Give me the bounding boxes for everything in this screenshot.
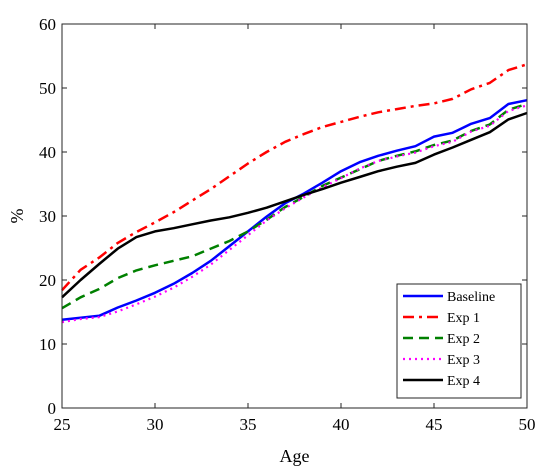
series-line-exp-1 bbox=[61, 63, 528, 292]
series-line-exp-4 bbox=[61, 111, 528, 299]
x-tick-label: 35 bbox=[240, 415, 257, 434]
x-tick-label: 50 bbox=[519, 415, 536, 434]
legend-label: Exp 2 bbox=[447, 332, 480, 347]
y-tick-label: 30 bbox=[39, 207, 56, 226]
x-axis-label: Age bbox=[280, 446, 310, 466]
series-line-exp-2 bbox=[61, 102, 528, 310]
x-tick-label: 30 bbox=[147, 415, 164, 434]
series-line-exp-3 bbox=[61, 104, 528, 324]
y-tick-label: 40 bbox=[39, 143, 56, 162]
y-tick-label: 0 bbox=[48, 399, 57, 418]
legend-label: Exp 4 bbox=[447, 374, 480, 389]
y-tick-label: 20 bbox=[39, 271, 56, 290]
legend: Baseline Exp 1 Exp 2 Exp 3 Exp 4 bbox=[396, 283, 522, 399]
y-axis-ticks: 0 10 20 30 40 50 60 bbox=[39, 15, 527, 418]
x-tick-label: 45 bbox=[426, 415, 443, 434]
series-layer bbox=[61, 63, 528, 324]
x-tick-label: 25 bbox=[54, 415, 71, 434]
y-tick-label: 50 bbox=[39, 79, 56, 98]
legend-label: Exp 1 bbox=[447, 311, 480, 326]
legend-label: Baseline bbox=[447, 290, 495, 305]
legend-label: Exp 3 bbox=[447, 353, 480, 368]
y-axis-label: % bbox=[7, 209, 27, 224]
y-tick-label: 60 bbox=[39, 15, 56, 34]
y-tick-label: 10 bbox=[39, 335, 56, 354]
x-axis-ticks: 25 30 35 40 45 50 bbox=[54, 24, 536, 434]
x-tick-label: 40 bbox=[333, 415, 350, 434]
